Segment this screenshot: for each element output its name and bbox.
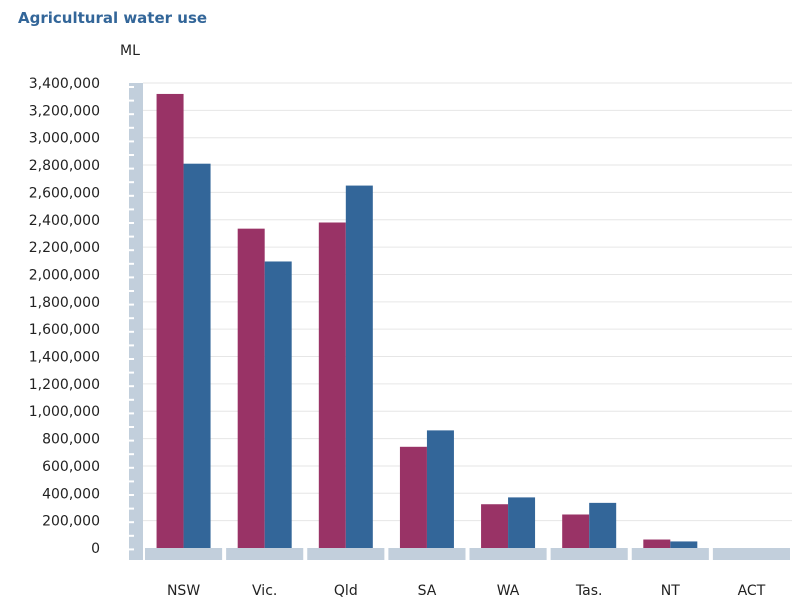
y-tick-label: 800,000 [42,432,100,448]
bar-1-2 [318,222,346,548]
x-tick-label: NT [661,583,680,599]
bar-2-2 [345,185,373,548]
bar-1-0 [156,93,184,549]
x-tick-label: ACT [738,583,766,599]
bar-1-4 [481,504,509,548]
bar-1-6 [643,539,671,548]
category-labels: NSW Vic. Qld SA WA Tas. NT ACT [167,583,766,599]
bar-2-1 [264,261,292,548]
y-tick-label: 2,200,000 [29,240,100,256]
y-tick-label: 400,000 [42,486,100,502]
x-axis-segment [469,548,547,560]
x-axis-segment [388,548,466,560]
y-tick-label: 1,000,000 [29,404,100,420]
x-axis-segment [145,548,223,560]
bar-2-6 [670,541,698,548]
y-tick-label: 3,200,000 [29,103,100,119]
x-axis-segment [712,548,790,560]
bar-2-0 [183,163,211,549]
y-tick-label: 1,400,000 [29,350,100,366]
y-axis-unit-label: ML [120,43,140,59]
x-tick-label: SA [418,583,437,599]
x-tick-label: Tas. [575,583,603,599]
chart-title: Agricultural water use [18,9,208,27]
bar-1-1 [237,228,265,548]
y-tick-label: 1,800,000 [29,295,100,311]
y-tick-label: 2,800,000 [29,158,100,174]
x-axis-segment [307,548,385,560]
bar-2-5 [589,502,617,548]
bar-2-4 [508,497,536,548]
bar-1-3 [399,446,427,548]
x-axis-segment [631,548,709,560]
x-axis-segment [226,548,304,560]
x-tick-label: Qld [334,583,358,599]
bars [156,93,698,549]
y-tick-label: 2,600,000 [29,185,100,201]
axes [129,83,790,560]
y-tick-label: 0 [91,541,100,557]
y-tick-label: 1,600,000 [29,322,100,338]
y-tick-label: 600,000 [42,459,100,475]
x-tick-label: NSW [167,583,200,599]
bar-1-5 [562,514,590,548]
y-tick-label: 2,000,000 [29,267,100,283]
x-axis-segment [550,548,628,560]
y-tick-label: 3,000,000 [29,131,100,147]
y-tick-label: 3,400,000 [29,76,100,92]
bar-2-3 [426,430,454,548]
y-tick-label: 1,200,000 [29,377,100,393]
y-tick-label: 200,000 [42,514,100,530]
y-tick-label: 2,400,000 [29,213,100,229]
x-tick-label: Vic. [252,583,277,599]
x-tick-label: WA [497,583,520,599]
y-tick-labels: 0 200,000 400,000 600,000 800,000 1,000,000 1,… [29,76,100,557]
